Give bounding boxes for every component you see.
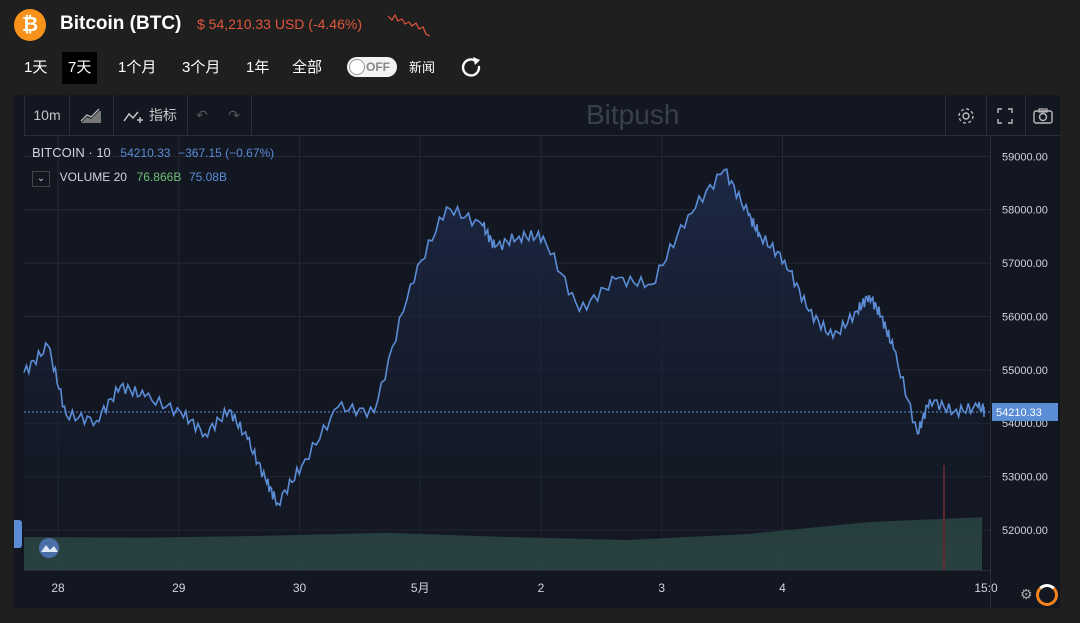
- indicators-button[interactable]: 指标: [113, 95, 188, 135]
- chart-toolbar: 10m 指标 ↶ ↷ Bitpush: [24, 95, 1061, 136]
- area-chart-icon: [80, 108, 101, 124]
- cloud-logo-icon: [39, 538, 59, 558]
- x-tick-label: 2: [538, 581, 545, 595]
- y-tick-label: 58000.00: [1002, 205, 1048, 217]
- price-sparkline: [388, 13, 430, 37]
- x-tick-label: 4: [779, 581, 786, 595]
- redo-button[interactable]: ↷: [217, 95, 252, 135]
- series-legend: BITCOIN · 10 54210.33 −367.15 (−0.67%): [32, 145, 275, 160]
- coin-title: Bitcoin (BTC): [60, 13, 182, 34]
- volume-label: VOLUME 20: [59, 170, 127, 184]
- y-tick-label: 54000.00: [1002, 418, 1048, 430]
- range-1y-button[interactable]: 1年: [246, 59, 270, 76]
- x-tick-label: 3: [658, 581, 665, 595]
- news-label: 新闻: [409, 60, 436, 75]
- legend-interval: 10: [96, 145, 111, 160]
- x-tick-label: 15:0: [974, 581, 998, 595]
- fullscreen-icon: [997, 108, 1013, 124]
- x-tick-label: 28: [51, 581, 65, 595]
- price-line: [23, 168, 985, 507]
- axis-settings-icon[interactable]: ⚙: [1020, 586, 1033, 602]
- redo-icon: ↷: [228, 107, 240, 123]
- y-tick-label: 53000.00: [1002, 472, 1048, 484]
- loading-ring-icon: [1036, 584, 1058, 606]
- legend-last: 54210.33: [120, 146, 171, 160]
- range-1m-button[interactable]: 1个月: [118, 59, 157, 76]
- time-range-selector: 1天 7天 1个月 3个月 1年 全部 OFF 新闻: [0, 52, 1080, 84]
- chart-style-button[interactable]: [69, 95, 114, 135]
- brand-watermark: Bitpush: [586, 99, 680, 130]
- volume-legend: ⌄ VOLUME 20 76.866B 75.08B: [32, 169, 227, 187]
- price-change: $ 54,210.33 USD (-4.46%): [197, 16, 362, 32]
- gear-icon: [958, 108, 974, 124]
- fullscreen-button[interactable]: [985, 95, 1026, 135]
- undo-button[interactable]: ↶: [187, 95, 217, 135]
- last-price-tag: [992, 402, 1058, 421]
- volume-value-b: 75.08B: [188, 170, 227, 184]
- legend-symbol: BITCOIN: [32, 145, 85, 160]
- bitcoin-icon: ₿: [14, 9, 46, 41]
- chart-widget: 10m 指标 ↶ ↷ Bitpush: [14, 95, 1061, 608]
- interval-button[interactable]: 10m: [25, 95, 70, 135]
- x-tick-label: 29: [172, 581, 186, 595]
- y-tick-label: 55000.00: [1002, 365, 1048, 377]
- news-toggle[interactable]: OFF: [347, 57, 397, 77]
- y-tick-label: 57000.00: [1002, 258, 1048, 270]
- undo-icon: ↶: [196, 107, 208, 123]
- y-tick-label: 56000.00: [1002, 311, 1048, 323]
- range-7d-button[interactable]: 7天: [62, 52, 98, 84]
- range-1d-button[interactable]: 1天: [24, 59, 48, 76]
- price-area-fill: [24, 169, 984, 570]
- indicators-label: 指标: [148, 107, 177, 123]
- screenshot-button[interactable]: [1025, 95, 1061, 135]
- last-price-label: 54210.33: [996, 407, 1042, 419]
- range-all-button[interactable]: 全部: [292, 59, 323, 76]
- y-tick-label: 52000.00: [1002, 525, 1048, 537]
- settings-button[interactable]: [945, 95, 987, 135]
- legend-collapse-icon[interactable]: ⌄: [32, 171, 50, 187]
- indicator-icon: [123, 111, 144, 124]
- coin-header: ₿ Bitcoin (BTC) $ 54,210.33 USD (-4.46%): [0, 0, 1080, 48]
- side-panel-tab[interactable]: [14, 520, 22, 548]
- legend-change: −367.15 (−0.67%): [178, 146, 275, 160]
- y-tick-label: 59000.00: [1002, 151, 1048, 163]
- toggle-state: OFF: [366, 60, 390, 74]
- toggle-knob: [349, 59, 365, 75]
- x-tick-label: 5月: [411, 581, 430, 595]
- volume-value-a: 76.866B: [136, 170, 182, 184]
- refresh-icon[interactable]: [460, 56, 484, 80]
- range-3m-button[interactable]: 3个月: [182, 59, 221, 76]
- x-tick-label: 30: [293, 581, 307, 595]
- price-chart[interactable]: 59000.00 58000.00 57000.00 56000.00 55000.00…: [14, 135, 1060, 608]
- camera-icon: [1033, 108, 1053, 124]
